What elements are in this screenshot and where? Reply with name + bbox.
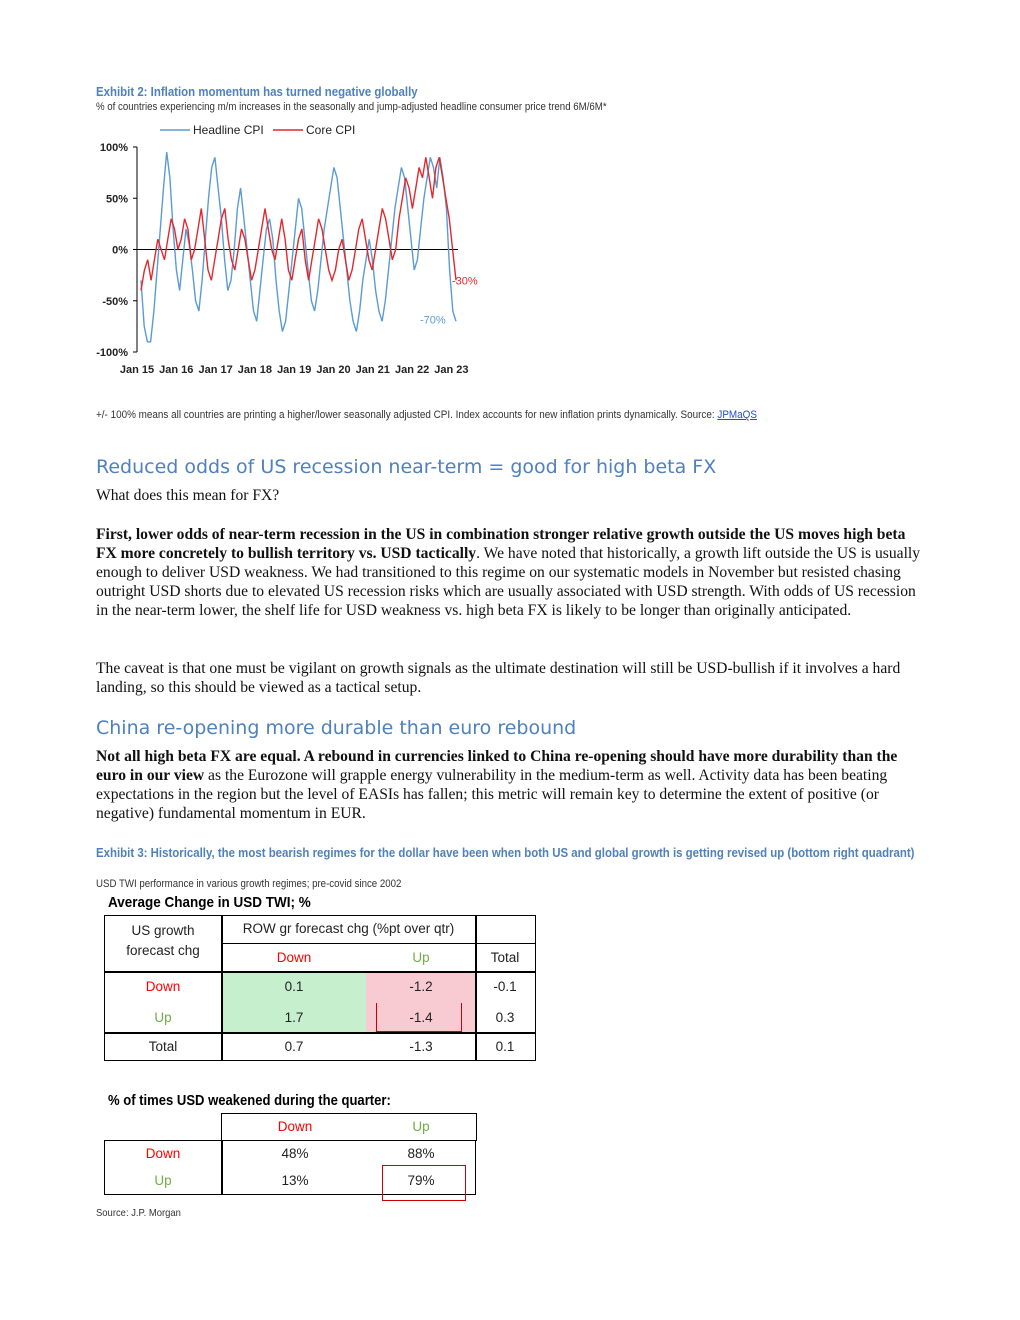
t2-row-down-label: Down [145,1146,181,1161]
y-tick-label: 50% [106,193,128,205]
legend-headline-cpi: Headline CPI [193,123,264,137]
row-down-label: Down [145,979,181,994]
p1-bold: First, lower odds of near-term recession… [96,526,906,562]
t2-cell-down-down: 48% [281,1146,309,1161]
jpmaqs-link[interactable]: JPMaQS [717,409,757,421]
table-2-caption: % of times USD weakened during the quart… [108,1093,391,1109]
pink-quadrant-top [366,971,476,1001]
exhibit-3-subtitle: USD TWI performance in various growth re… [96,878,402,890]
cell-up-total: 0.3 [495,1010,515,1025]
green-quadrant [222,971,366,1032]
core-cpi-line [140,157,457,291]
usd-weakened-table: Down Up Down 48% 88% Up 13% 79% [104,1113,478,1201]
exhibit-3-source: Source: J.P. Morgan [96,1207,181,1219]
section-heading-china: China re-opening more durable than euro … [96,717,577,739]
pink-quadrant-bottom [366,1001,476,1032]
t2-col-down: Down [277,1119,313,1134]
cell-down-total: -0.1 [493,979,517,994]
col-total: Total [490,950,520,965]
y-tick-label: -100% [96,347,128,359]
inflation-momentum-chart: Headline CPI Core CPI 100% 50% 0% -50% -100%… [96,123,478,376]
x-tick-label: Jan 19 [277,364,311,376]
section-2-paragraph: Not all high beta FX are equal. A reboun… [96,747,928,823]
x-tick-label: Jan 15 [120,364,154,376]
y-tick-label: 100% [100,142,128,154]
legend-core-cpi: Core CPI [306,123,355,137]
x-tick-label: Jan 18 [238,364,272,376]
highlight-box-2 [382,1165,466,1201]
t2-cell-up-up: 79% [407,1173,435,1188]
row-header: US growth forecast chg [126,923,200,958]
cell-total-up: -1.3 [409,1039,433,1054]
section-1-paragraph-2: The caveat is that one must be vigilant … [96,660,901,696]
exhibit-3-title-wrap: Exhibit 3: Historically, the most bearis… [96,845,1020,861]
x-tick-label: Jan 23 [434,364,468,376]
col-group-header: ROW gr forecast chg (%pt over qtr) [242,921,455,936]
x-tick-label: Jan 22 [395,364,429,376]
t2-cell-down-up: 88% [407,1146,435,1161]
cell-down-down: 0.1 [284,979,304,994]
col-up: Up [412,950,430,965]
row-total-label: Total [148,1039,178,1054]
cell-up-down: 1.7 [284,1010,304,1025]
y-tick-label: -50% [102,296,128,308]
t2-cell-up-down: 13% [281,1173,309,1188]
section-1-paragraph-1: First, lower odds of near-term recession… [96,525,928,620]
x-tick-label: Jan 20 [316,364,350,376]
annotation-core-value: -30% [452,275,478,287]
usd-twi-table: US growth forecast chg ROW gr forecast c… [104,915,536,1061]
x-tick-label: Jan 17 [198,364,232,376]
row-up-label: Up [154,1010,172,1025]
exhibit-2-footnote: +/- 100% means all countries are printin… [96,409,757,421]
t2-row-up-label: Up [154,1173,172,1188]
x-tick-label: Jan 16 [159,364,193,376]
table-1-border [104,915,536,1061]
annotation-headline-value: -70% [420,314,446,326]
exhibit-2-title: Exhibit 2: Inflation momentum has turned… [96,84,418,99]
p1-rest: . We have noted that historically, a gro… [96,545,921,619]
cell-total-down: 0.7 [284,1039,304,1054]
table-1-caption: Average Change in USD TWI; % [108,894,311,911]
headline-cpi-line [140,152,457,343]
cell-down-up: -1.2 [409,979,433,994]
table-2-body-border [104,1140,476,1195]
footnote-text: +/- 100% means all countries are printin… [96,409,718,421]
y-tick-label: 0% [112,245,128,257]
cell-total-total: 0.1 [495,1039,515,1054]
exhibit-3-title: Exhibit 3: Historically, the most bearis… [96,845,915,860]
section-1-intro: What does this mean for FX? [96,487,280,504]
cell-up-up: -1.4 [409,1010,433,1025]
section-heading-us-recession: Reduced odds of US recession near-term =… [96,456,717,478]
x-tick-label: Jan 21 [356,364,390,376]
exhibit-2-subtitle: % of countries experiencing m/m increase… [96,101,607,113]
s2-rest: as the Eurozone will grapple energy vuln… [96,767,888,822]
col-down: Down [276,950,312,965]
s2-bold: Not all high beta FX are equal. A reboun… [96,748,898,784]
highlight-box-1 [376,1003,462,1032]
t2-col-up: Up [412,1119,430,1134]
